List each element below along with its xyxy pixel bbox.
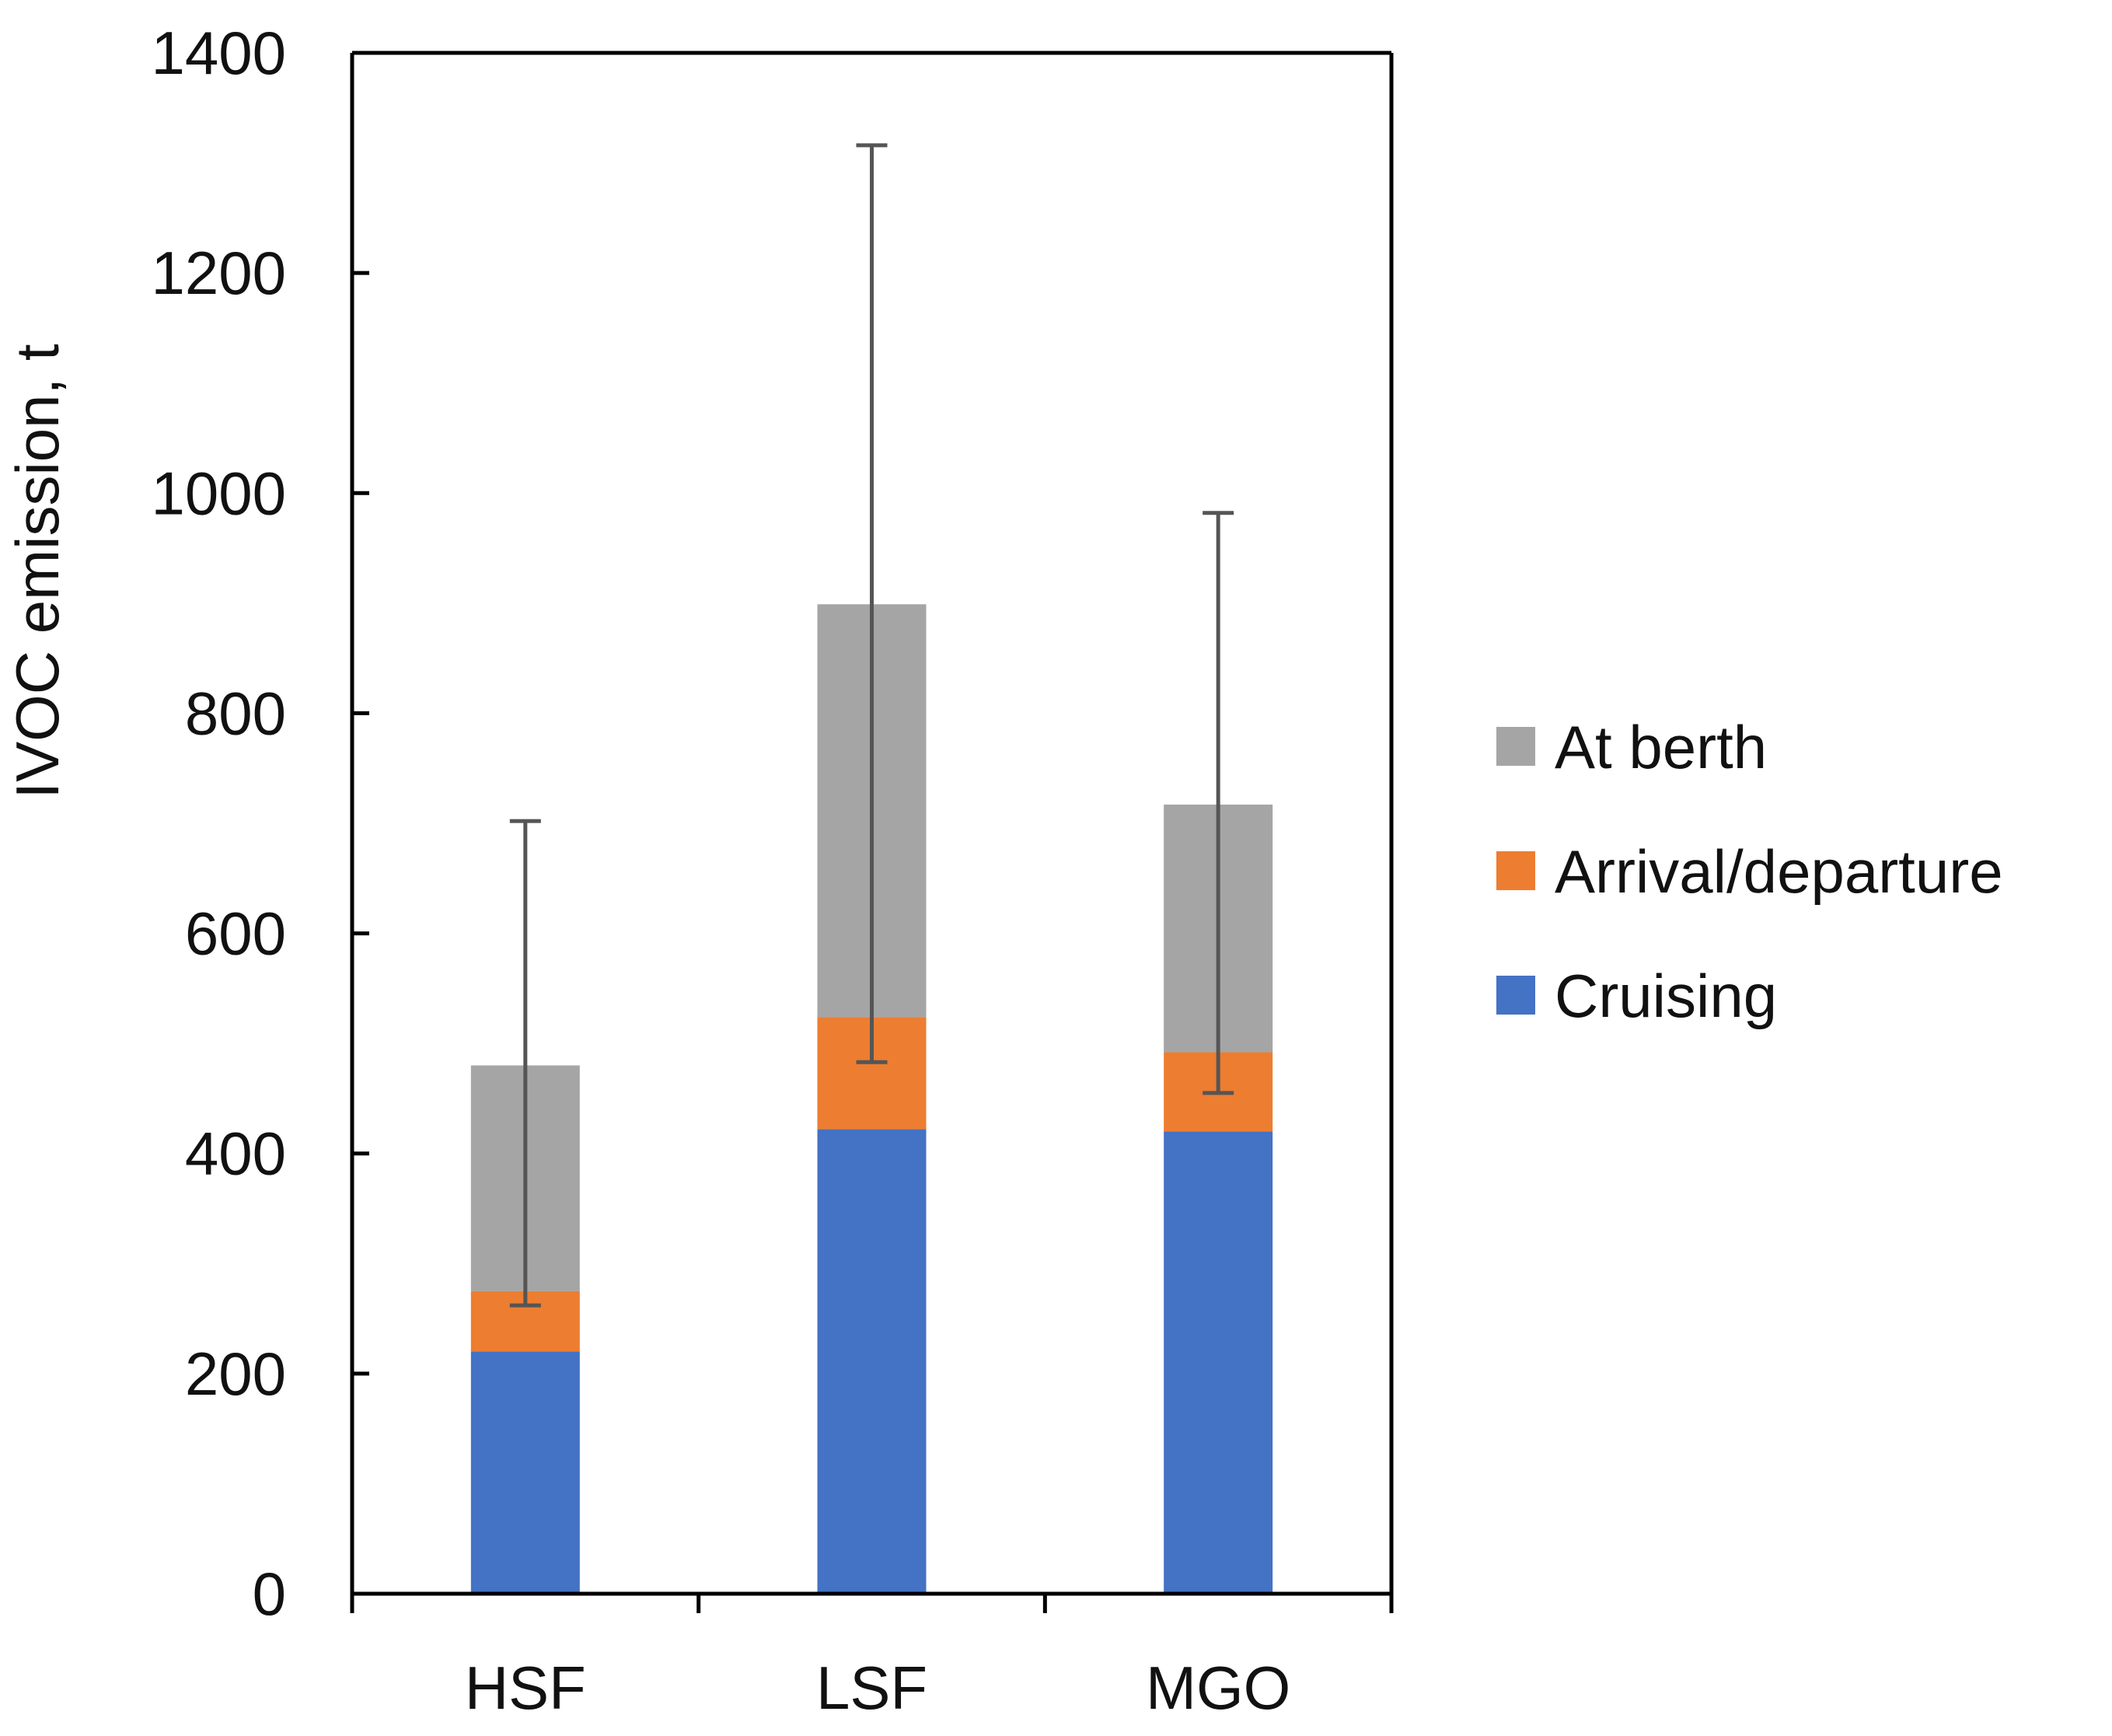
- bar-mgo-cruising: [1164, 1131, 1273, 1594]
- y-tick-label-1200: 1200: [151, 239, 286, 307]
- x-ticks-layer: HSF LSF MGO: [350, 1594, 1394, 1722]
- legend-item-arrival-departure: Arrival/departure: [1496, 837, 2003, 906]
- x-tick-label-mgo: MGO: [1146, 1654, 1290, 1722]
- error-bar-hsf: [509, 819, 541, 1308]
- x-tick-label-lsf: LSF: [816, 1654, 927, 1722]
- y-tick-label-400: 400: [185, 1119, 286, 1188]
- x-tick-label-hsf: HSF: [465, 1654, 586, 1722]
- axes-layer: [350, 51, 1394, 1596]
- legend-item-at-berth: At berth: [1496, 713, 1767, 781]
- legend: At berth Arrival/departure Cruising: [1496, 713, 2003, 1030]
- y-tick-label-800: 800: [185, 679, 286, 747]
- legend-label: At berth: [1555, 713, 1767, 781]
- legend-swatch: [1496, 851, 1535, 890]
- y-tick-label-600: 600: [185, 899, 286, 968]
- y-axis-label: IVOC emission, t: [3, 344, 72, 798]
- y-tick-label-200: 200: [185, 1340, 286, 1408]
- error-bar-mgo: [1203, 511, 1234, 1095]
- legend-label: Cruising: [1555, 962, 1777, 1030]
- y-tick-label-1400: 1400: [151, 19, 286, 87]
- legend-swatch: [1496, 976, 1535, 1015]
- legend-item-cruising: Cruising: [1496, 962, 1777, 1030]
- y-ticks-layer: 0 200 400 600 800 1000 1200 1400: [151, 19, 369, 1628]
- y-tick-label-0: 0: [253, 1560, 286, 1628]
- legend-swatch: [1496, 727, 1535, 766]
- error-bars-layer: [509, 143, 1234, 1308]
- error-bar-lsf: [856, 143, 888, 1064]
- bar-lsf-cruising: [817, 1129, 927, 1594]
- legend-label: Arrival/departure: [1555, 837, 2003, 906]
- y-tick-label-1000: 1000: [151, 459, 286, 527]
- bar-hsf-cruising: [470, 1351, 580, 1594]
